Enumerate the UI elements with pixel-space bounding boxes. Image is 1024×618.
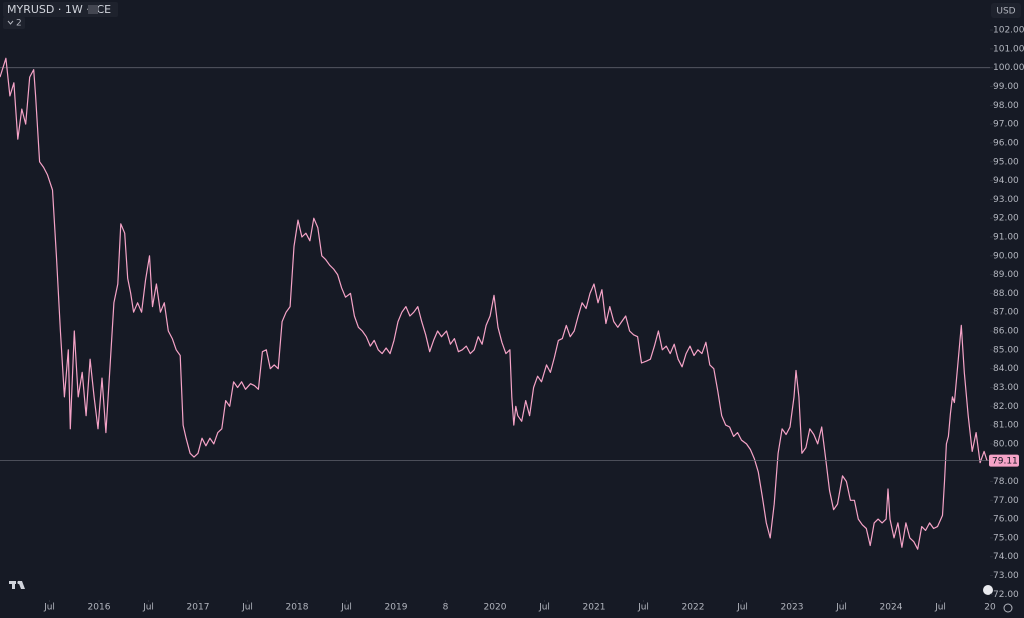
y-tick-label: 91.00	[993, 232, 1019, 242]
tv-logo	[9, 580, 25, 589]
x-tick-label: 8	[443, 603, 449, 613]
x-tick-label: 2016	[88, 603, 111, 613]
y-tick-label: 102.00	[993, 26, 1024, 36]
x-tick-label: 2023	[781, 603, 804, 613]
x-tick-label: Jul	[934, 603, 946, 613]
x-tick-label: Jul	[241, 603, 253, 613]
x-tick-label: 2022	[682, 603, 705, 613]
y-tick-label: 76.00	[993, 515, 1019, 525]
x-tick-label: Jul	[736, 603, 748, 613]
y-tick-label: 84.00	[993, 364, 1019, 374]
x-tick-label: 2018	[286, 603, 309, 613]
y-tick-label: 88.00	[993, 289, 1019, 299]
y-tick-label: 74.00	[993, 552, 1019, 562]
y-tick-label: 83.00	[993, 383, 1019, 393]
x-tick-label: Jul	[340, 603, 352, 613]
x-tick-label: Jul	[637, 603, 649, 613]
y-tick-label: 86.00	[993, 327, 1019, 337]
x-tick-label: 2019	[385, 603, 408, 613]
currency-button[interactable]	[991, 3, 1021, 18]
indicator-count: 2	[16, 19, 22, 29]
x-tick-label: Jul	[538, 603, 550, 613]
x-tick-label: 2020	[484, 603, 507, 613]
last-price-tag	[989, 454, 1019, 467]
price-axis	[990, 0, 1024, 618]
indicator-toggle[interactable]	[3, 17, 25, 29]
x-tick-label: Jul	[142, 603, 154, 613]
last-price-label: 79.11	[992, 457, 1018, 467]
chart-title: MYRUSD · 1W · ICE	[7, 3, 111, 16]
y-tick-label: 81.00	[993, 421, 1019, 431]
settings-icon[interactable]	[1003, 603, 1013, 613]
y-tick-label: 94.00	[993, 176, 1019, 186]
y-tick-label: 82.00	[993, 402, 1019, 412]
x-tick-label: 20	[984, 603, 996, 613]
symbol-icon[interactable]	[88, 5, 98, 14]
y-tick-label: 101.00	[993, 44, 1024, 54]
y-tick-label: 77.00	[993, 496, 1019, 506]
y-tick-label: 100.00	[993, 63, 1024, 73]
y-tick-label: 85.00	[993, 345, 1019, 355]
y-tick-label: 93.00	[993, 195, 1019, 205]
x-tick-label: 2021	[583, 603, 606, 613]
y-tick-label: 80.00	[993, 439, 1019, 449]
y-tick-label: 99.00	[993, 82, 1019, 92]
y-tick-label: 97.00	[993, 120, 1019, 130]
y-tick-label: 78.00	[993, 477, 1019, 487]
y-tick-label: 87.00	[993, 308, 1019, 318]
y-tick-label: 96.00	[993, 138, 1019, 148]
y-tick-label: 92.00	[993, 214, 1019, 224]
flag-icon[interactable]	[983, 585, 993, 595]
plot	[0, 57, 990, 550]
x-tick-label: Jul	[835, 603, 847, 613]
y-tick-label: 89.00	[993, 270, 1019, 280]
y-tick-label: 98.00	[993, 101, 1019, 111]
y-tick-label: 73.00	[993, 571, 1019, 581]
y-tick-label: 95.00	[993, 157, 1019, 167]
x-tick-label: Jul	[43, 603, 55, 613]
y-tick-label: 72.00	[993, 590, 1019, 600]
x-tick-label: 2017	[187, 603, 210, 613]
chevron-icon	[7, 20, 14, 25]
price-line	[0, 57, 988, 550]
y-tick-label: 90.00	[993, 251, 1019, 261]
x-tick-label: 2024	[880, 603, 903, 613]
y-tick-label: 75.00	[993, 533, 1019, 543]
currency-label[interactable]: USD	[996, 7, 1015, 17]
